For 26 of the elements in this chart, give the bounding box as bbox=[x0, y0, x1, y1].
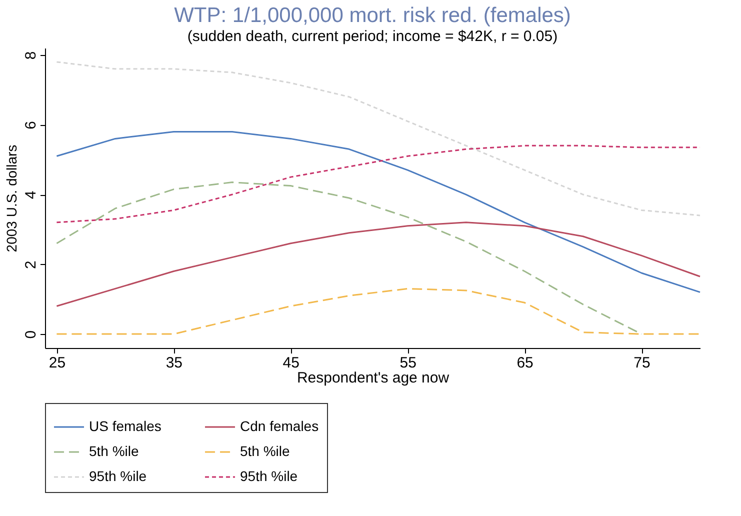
x-tick-label: 35 bbox=[166, 354, 183, 372]
y-tick-label: 0 bbox=[22, 330, 40, 339]
y-axis-title: 2003 U.S. dollars bbox=[4, 144, 20, 252]
y-tick-label: 4 bbox=[22, 190, 40, 200]
y-tick-label: 2 bbox=[22, 260, 40, 269]
legend-label: 95th %ile bbox=[240, 468, 298, 484]
x-tick-label: 25 bbox=[48, 354, 66, 372]
x-tick-label: 65 bbox=[516, 354, 534, 372]
legend-label: 95th %ile bbox=[89, 468, 147, 484]
y-tick-label: 8 bbox=[22, 51, 40, 60]
legend-label: Cdn females bbox=[240, 418, 319, 434]
legend-label: 5th %ile bbox=[89, 443, 140, 459]
legend-label: 5th %ile bbox=[240, 443, 290, 459]
line-series bbox=[56, 61, 701, 216]
line-series bbox=[56, 222, 701, 307]
x-tick-label: 75 bbox=[634, 354, 650, 372]
x-axis-title: Respondent's age now bbox=[296, 370, 450, 386]
line-series bbox=[56, 182, 642, 335]
x-tick-label: 55 bbox=[400, 354, 416, 372]
line-series bbox=[56, 288, 701, 335]
y-tick-label: 6 bbox=[22, 121, 40, 130]
x-tick-label: 45 bbox=[282, 354, 300, 372]
chart-title: WTP: 1/1,000,000 mort. risk red. (females) bbox=[174, 4, 571, 27]
line-series bbox=[56, 130, 701, 293]
chart-subtitle: (sudden death, current period; income = $42K, r = 0.05) bbox=[187, 28, 558, 45]
legend-label: US females bbox=[89, 418, 162, 434]
